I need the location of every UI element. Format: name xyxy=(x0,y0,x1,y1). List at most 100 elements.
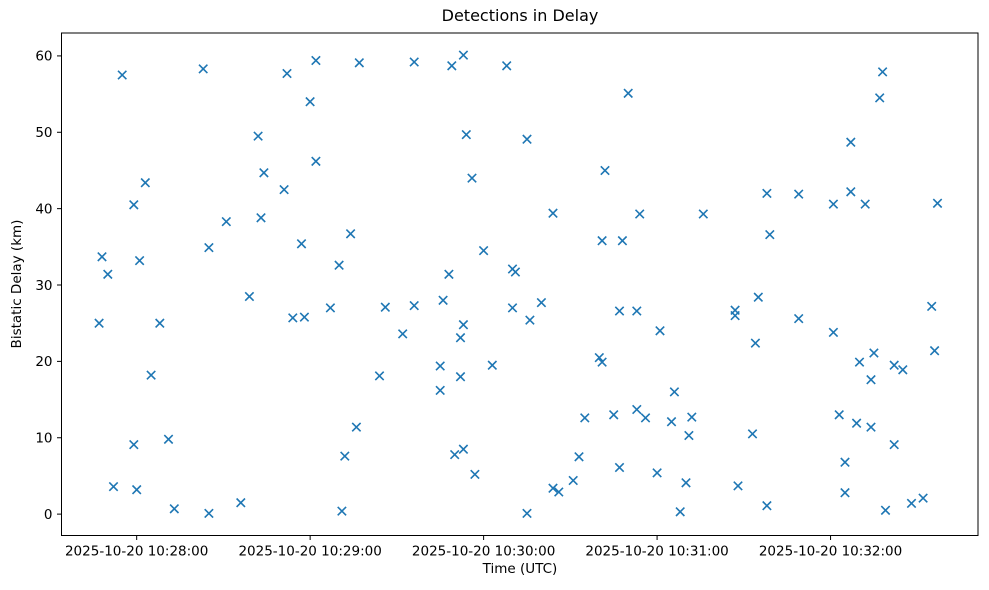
y-tick-label: 60 xyxy=(35,49,52,65)
scatter-point xyxy=(554,487,564,497)
scatter-point xyxy=(478,245,489,256)
scatter-point xyxy=(108,481,119,492)
scatter-point xyxy=(681,478,691,488)
x-tick-label: 2025-10-20 10:31:00 xyxy=(585,544,728,560)
scatter-point xyxy=(889,439,899,450)
scatter-point xyxy=(131,484,142,495)
scatter-point xyxy=(438,295,448,306)
scatter-point xyxy=(522,508,532,519)
chart-title: Detections in Delay xyxy=(441,6,599,25)
scatter-point xyxy=(449,449,460,460)
scatter-point xyxy=(455,332,466,343)
scatter-point xyxy=(455,371,466,382)
scatter-point xyxy=(898,365,908,375)
scatter-point xyxy=(828,199,839,209)
scatter-point xyxy=(614,462,625,473)
x-tick-label: 2025-10-20 10:30:00 xyxy=(412,544,555,560)
scatter-point xyxy=(906,498,917,509)
scatter-point xyxy=(698,209,709,219)
scatter-point xyxy=(889,360,899,370)
scatter-point xyxy=(325,303,336,313)
scatter-point xyxy=(340,451,350,461)
scatter-point xyxy=(866,374,876,385)
scatter-point xyxy=(103,269,113,280)
scatter-point xyxy=(447,61,457,71)
y-tick-label: 30 xyxy=(35,278,52,294)
scatter-point xyxy=(834,410,844,420)
scatter-point xyxy=(597,357,607,367)
scatter-point xyxy=(747,429,758,439)
scatter-point xyxy=(288,313,298,323)
scatter-point xyxy=(929,345,940,356)
scatter-point xyxy=(244,291,255,302)
scatter-series xyxy=(94,50,943,519)
scatter-point xyxy=(687,412,697,422)
y-tick-label: 20 xyxy=(35,354,52,370)
scatter-point xyxy=(522,134,532,144)
scatter-point xyxy=(750,338,761,348)
scatter-point xyxy=(311,156,321,167)
scatter-point xyxy=(380,302,391,312)
scatter-point xyxy=(221,216,232,227)
scatter-point xyxy=(600,165,610,176)
scatter-point xyxy=(94,318,104,328)
scatter-point xyxy=(765,229,775,240)
scatter-point xyxy=(548,483,558,493)
scatter-point xyxy=(684,430,694,441)
y-tick-label: 40 xyxy=(35,201,52,217)
scatter-point xyxy=(840,457,850,467)
scatter-point xyxy=(730,310,740,321)
scatter-point xyxy=(793,313,804,324)
scatter-point xyxy=(580,413,590,423)
scatter-point xyxy=(146,370,156,380)
x-tick-label: 2025-10-20 10:29:00 xyxy=(238,544,381,560)
y-tick-label: 50 xyxy=(35,125,52,141)
scatter-point xyxy=(117,70,127,80)
scatter-point xyxy=(880,505,891,516)
scatter-point xyxy=(256,213,266,223)
scatter-point xyxy=(617,235,628,246)
scatter-point xyxy=(675,507,685,517)
scatter-point xyxy=(461,129,472,140)
scatter-point xyxy=(932,198,943,209)
scatter-point xyxy=(299,312,310,322)
scatter-point xyxy=(753,292,764,302)
scatter-point xyxy=(204,508,214,519)
scatter-point xyxy=(435,361,445,371)
scatter-point xyxy=(854,357,865,367)
scatter-point xyxy=(458,444,469,454)
scatter-point xyxy=(568,475,578,486)
scatter-point xyxy=(458,50,469,60)
scatter-point xyxy=(594,352,605,363)
scatter-point xyxy=(467,173,477,183)
scatter-point xyxy=(204,242,214,253)
scatter-point xyxy=(470,469,480,480)
scatter-point xyxy=(374,371,385,381)
scatter-point xyxy=(444,269,454,280)
scatter-point xyxy=(666,416,677,427)
scatter-point xyxy=(608,410,619,420)
scatter-point xyxy=(536,297,547,308)
scatter-point xyxy=(155,318,165,328)
scatter-point xyxy=(652,468,662,478)
scatter-point xyxy=(169,504,180,514)
scatter-point xyxy=(762,500,772,511)
scatter-point xyxy=(846,187,856,197)
scatter-point xyxy=(733,481,743,491)
scatter-point xyxy=(501,61,512,71)
scatter-point xyxy=(236,497,246,508)
scatter-point xyxy=(409,57,419,67)
scatter-point xyxy=(458,319,469,330)
scatter-point xyxy=(574,452,584,462)
y-tick-label: 0 xyxy=(44,507,53,523)
scatter-point xyxy=(334,260,344,270)
scatter-point xyxy=(253,131,263,141)
x-tick-label: 2025-10-20 10:32:00 xyxy=(759,544,902,560)
scatter-point xyxy=(397,329,408,339)
scatter-point xyxy=(640,413,651,423)
scatter-point xyxy=(634,209,645,219)
scatter-point xyxy=(282,68,292,79)
scatter-point xyxy=(655,326,665,336)
